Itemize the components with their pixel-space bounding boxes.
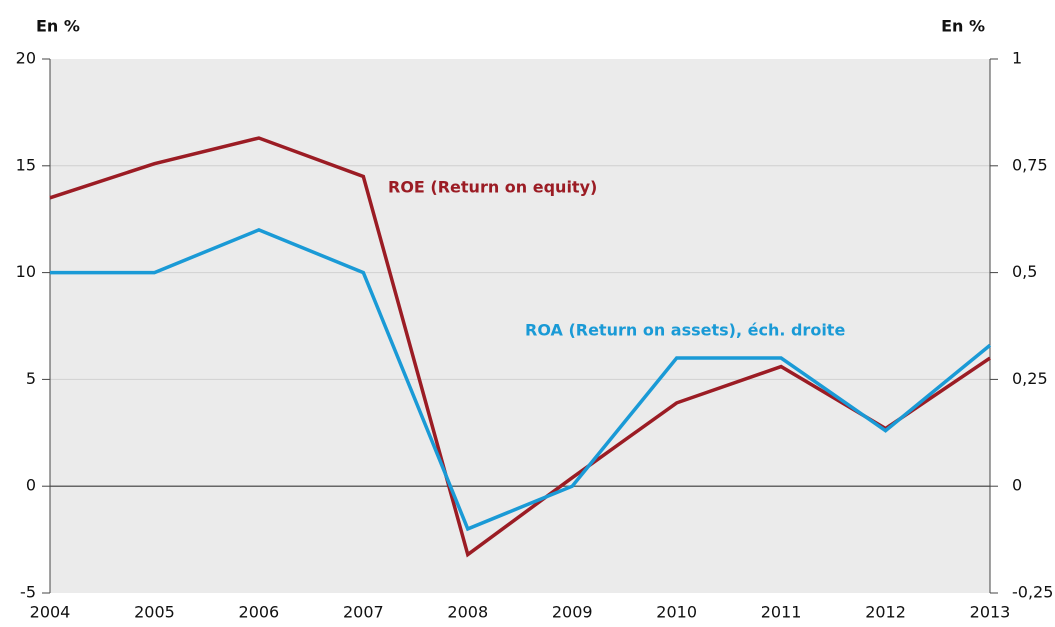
- x-tick-label: 2009: [552, 603, 593, 622]
- x-tick-label: 2011: [761, 603, 802, 622]
- series-line: [50, 227, 992, 532]
- y2-tick-label: -0,25: [1012, 583, 1053, 602]
- annotation: ROA (Return on assets), éch. droite: [525, 321, 845, 340]
- y2-tick-label: 0,75: [1012, 155, 1048, 174]
- x-tick-label: 2006: [239, 603, 280, 622]
- plot-area: [50, 59, 990, 593]
- y-tick-label: 20: [16, 49, 36, 68]
- y-tick-label: -5: [20, 583, 36, 602]
- x-tick-label: 2013: [970, 603, 1011, 622]
- x-tick-label: 2008: [447, 603, 488, 622]
- x-tick-label: 2004: [30, 603, 71, 622]
- series-line: [49, 136, 991, 558]
- x-tick-label: 2012: [865, 603, 906, 622]
- y2-tick-label: 1: [1012, 49, 1022, 68]
- y-tick-label: 0: [26, 476, 36, 495]
- x-tick-label: 2005: [134, 603, 175, 622]
- x-tick-label: 2010: [656, 603, 697, 622]
- y-tick-label: 5: [26, 369, 36, 388]
- y2-axis-label: En %: [941, 17, 985, 36]
- x-tick-label: 2007: [343, 603, 384, 622]
- y2-tick-label: 0,25: [1012, 369, 1048, 388]
- y-tick-label: 15: [16, 155, 36, 174]
- y2-tick-label: 0: [1012, 476, 1022, 495]
- y2-tick-label: 0,5: [1012, 262, 1037, 281]
- y-tick-label: 10: [16, 262, 36, 281]
- y-axis-label: En %: [36, 17, 80, 36]
- annotation: ROE (Return on equity): [388, 178, 597, 197]
